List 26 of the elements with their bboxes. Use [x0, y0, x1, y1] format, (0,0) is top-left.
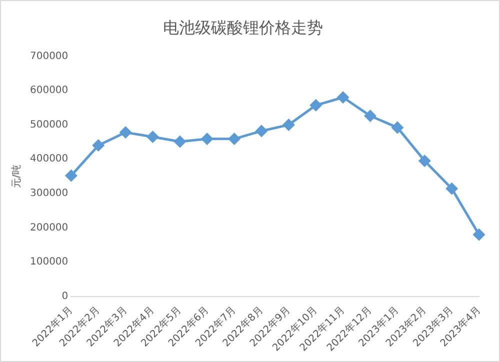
y-tick-label: 600000: [30, 85, 68, 96]
point: [174, 136, 186, 148]
y-tick-label: 100000: [30, 256, 68, 268]
point: [120, 126, 132, 138]
chart-title: 电池级碳酸锂价格走势: [163, 18, 323, 37]
y-tick-label: 0: [62, 290, 68, 302]
y-tick-label: 700000: [30, 50, 68, 62]
point: [92, 140, 104, 152]
point: [146, 131, 158, 143]
point: [337, 92, 349, 104]
point: [364, 110, 376, 122]
y-tick-label: 500000: [30, 119, 68, 130]
y-tick-label: 300000: [30, 188, 68, 200]
point: [256, 125, 268, 137]
point: [473, 228, 485, 240]
y-tick-label: 400000: [30, 154, 68, 165]
point: [418, 155, 430, 167]
point: [446, 182, 458, 194]
point: [282, 119, 294, 131]
point: [310, 100, 322, 112]
y-tick-label: 200000: [30, 222, 68, 234]
point: [392, 122, 404, 134]
point: [228, 133, 240, 145]
point: [201, 133, 213, 145]
y-axis-title: 元/吨: [10, 164, 23, 188]
point: [65, 170, 77, 182]
